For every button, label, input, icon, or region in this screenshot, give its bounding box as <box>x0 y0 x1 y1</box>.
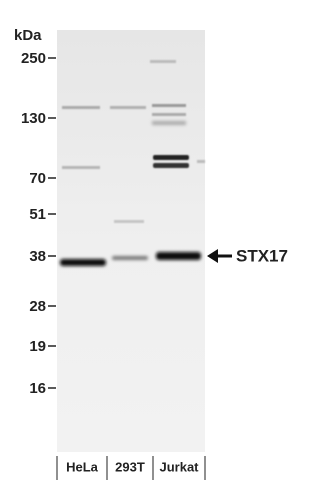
marker-label: 130 <box>21 110 46 127</box>
lane-label: HeLa <box>66 459 99 474</box>
band <box>152 113 186 116</box>
band <box>152 121 186 125</box>
unit-label: kDa <box>14 27 42 44</box>
band <box>62 166 100 169</box>
band <box>156 252 201 260</box>
lane-label: 293T <box>115 459 145 474</box>
band <box>60 259 106 266</box>
band <box>197 160 205 163</box>
bands <box>60 60 205 266</box>
band <box>150 60 176 63</box>
marker-label: 38 <box>29 248 46 265</box>
lane-label: Jurkat <box>159 459 199 474</box>
arrow <box>207 249 232 263</box>
band <box>114 220 144 223</box>
arrow-head <box>207 249 218 263</box>
band <box>110 106 146 109</box>
target-label: STX17 <box>236 246 288 265</box>
band <box>152 104 186 107</box>
band <box>153 163 189 168</box>
membrane <box>57 30 205 452</box>
marker-label: 28 <box>29 298 46 315</box>
marker-label: 19 <box>29 338 46 355</box>
marker-label: 51 <box>29 206 46 223</box>
band <box>62 106 100 109</box>
marker-label: 250 <box>21 50 46 67</box>
band <box>153 155 189 160</box>
marker-label: 16 <box>29 380 46 397</box>
marker-label: 70 <box>29 170 46 187</box>
band <box>112 256 148 260</box>
